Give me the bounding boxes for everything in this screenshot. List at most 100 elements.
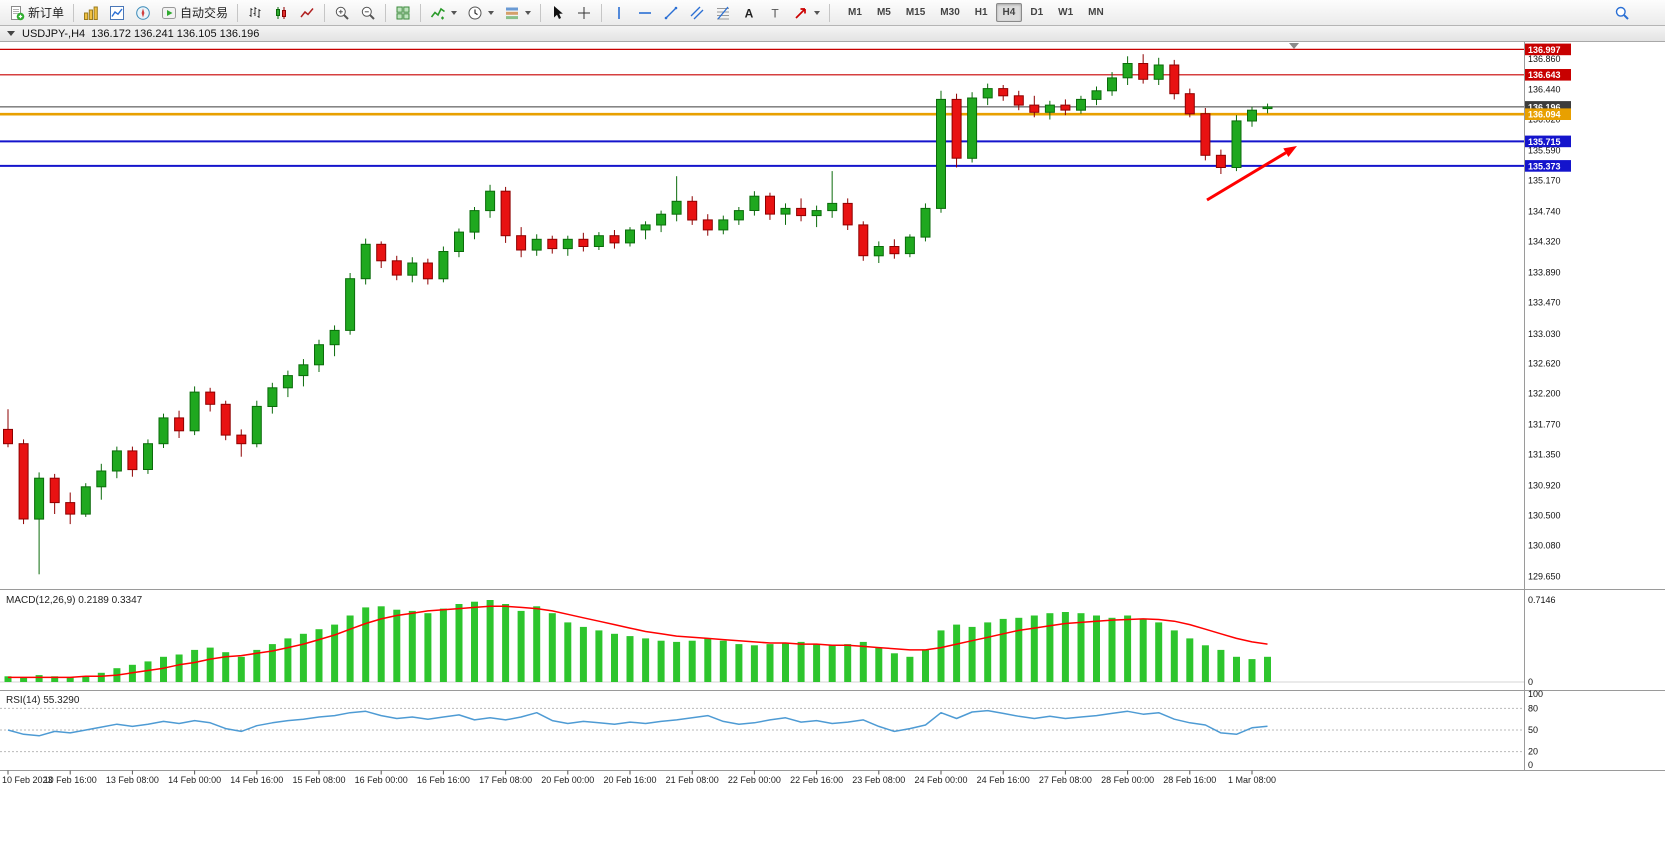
fibonacci-button[interactable] (711, 2, 735, 24)
timeframe-h4-button[interactable]: H4 (995, 3, 1023, 22)
timeframe-d1-button[interactable]: D1 (1030, 7, 1044, 18)
timeframe-w1-button[interactable]: W1 (1058, 7, 1074, 18)
macd-label: MACD(12,26,9) 0.2189 0.3347 (6, 595, 143, 606)
arrow-annotation[interactable] (1206, 146, 1297, 202)
candlestick-type-button[interactable] (269, 2, 293, 24)
text-button[interactable]: A (737, 2, 761, 24)
svg-text:130.920: 130.920 (1528, 480, 1561, 490)
candle-body (485, 190, 496, 212)
text-icon: A (745, 6, 754, 20)
cursor-button[interactable] (546, 2, 570, 24)
indicators-button[interactable] (426, 2, 461, 24)
dropdown-caret (488, 10, 495, 15)
label-button[interactable]: T (763, 2, 787, 24)
candle-body (858, 224, 869, 257)
svg-text:131.770: 131.770 (1528, 419, 1561, 429)
svg-text:10 Feb 2023: 10 Feb 2023 (2, 775, 53, 785)
bar-chart-type-button[interactable] (243, 2, 267, 24)
candle-body (811, 210, 822, 217)
svg-text:129.650: 129.650 (1528, 572, 1561, 582)
candle-body (438, 251, 449, 280)
svg-text:10 Feb 16:00: 10 Feb 16:00 (44, 775, 97, 785)
tile-windows-button[interactable] (391, 2, 415, 24)
candle-body (1153, 64, 1164, 80)
price-tag-136.196: 136.196 (1525, 101, 1571, 113)
candle-body (3, 428, 13, 445)
zoom-in-button[interactable] (330, 2, 354, 24)
candle-body (578, 238, 589, 248)
chart-shift-marker[interactable] (1289, 43, 1299, 49)
svg-text:15 Feb 08:00: 15 Feb 08:00 (292, 775, 345, 785)
equidistant-channel-button[interactable] (685, 2, 709, 24)
candle-body (547, 238, 558, 250)
svg-text:135.715: 135.715 (1528, 137, 1561, 147)
candle-body (842, 202, 853, 226)
timeframe-h1-button[interactable]: H1 (974, 7, 988, 18)
svg-text:16 Feb 00:00: 16 Feb 00:00 (355, 775, 408, 785)
chart-symbol-period[interactable]: USDJPY-,H4 (22, 27, 86, 40)
crosshair-icon (578, 6, 591, 19)
one-click-trading-icon[interactable] (7, 31, 15, 36)
svg-text:T: T (771, 6, 779, 20)
dropdown-caret (525, 10, 532, 15)
tile-windows-icon (396, 6, 410, 19)
charts-button[interactable] (79, 2, 103, 24)
auto-trading-label: 自动交易 (180, 6, 229, 20)
new-order-button[interactable]: 新订单 (5, 2, 68, 24)
auto-trading-button[interactable]: 自动交易 (157, 2, 232, 24)
label-icon: T (771, 6, 779, 20)
candle-body (236, 434, 247, 445)
price-tag-136.643: 136.643 (1525, 69, 1571, 81)
arrows-button[interactable] (789, 2, 824, 24)
candle-body (516, 235, 527, 251)
price-tag-136.094: 136.094 (1525, 108, 1571, 120)
timeframe-m1-button[interactable]: M1 (848, 7, 862, 18)
candle-body (1044, 104, 1055, 113)
candle-body (314, 344, 324, 366)
timeframe-mn-button[interactable]: MN (1088, 7, 1104, 18)
periods-button[interactable] (463, 2, 498, 24)
rsi-axis-label: 0 (1528, 760, 1533, 770)
dropdown-caret (451, 10, 458, 15)
market-watch-button[interactable] (105, 2, 129, 24)
navigator-button[interactable] (131, 2, 155, 24)
candle-body (873, 246, 884, 257)
timeframe-m5-button[interactable]: M5 (876, 7, 891, 18)
candle-body (1076, 98, 1086, 111)
svg-text:22 Feb 00:00: 22 Feb 00:00 (728, 775, 781, 785)
candle-body (593, 235, 604, 247)
svg-text:132.620: 132.620 (1528, 358, 1561, 368)
svg-text:136.997: 136.997 (1528, 45, 1561, 55)
templates-button[interactable] (500, 2, 535, 24)
timeframe-m30-button[interactable]: M30 (940, 7, 960, 18)
svg-text:133.890: 133.890 (1528, 267, 1561, 277)
candle-body (702, 219, 713, 231)
macd-axis-min: 0 (1528, 677, 1533, 687)
crosshair-button[interactable] (572, 2, 596, 24)
horizontal-line-button[interactable] (633, 2, 657, 24)
candle-body (656, 213, 667, 226)
search-button[interactable] (1610, 2, 1634, 24)
candle-body (609, 235, 620, 244)
candle-body (1200, 113, 1211, 156)
trendline-icon (664, 6, 678, 19)
timeframe-m15-button[interactable]: M15 (905, 7, 926, 18)
separator (237, 3, 239, 22)
svg-text:136.860: 136.860 (1528, 54, 1561, 64)
candle-body (174, 417, 185, 432)
candle-body (1262, 106, 1273, 110)
dropdown-caret (814, 10, 821, 15)
trendline-button[interactable] (659, 2, 683, 24)
vertical-line-button[interactable] (607, 2, 631, 24)
separator (540, 3, 542, 22)
candle-body (687, 200, 698, 221)
svg-text:17 Feb 08:00: 17 Feb 08:00 (479, 775, 532, 785)
candle-body (982, 88, 993, 99)
chart-canvas[interactable]: 136.860136.440136.020135.590135.170134.7… (0, 42, 1665, 841)
candle-body (1138, 63, 1149, 80)
zoom-out-button[interactable] (356, 2, 380, 24)
line-chart-type-button[interactable] (295, 2, 319, 24)
candle-body (111, 450, 122, 472)
candle-body (158, 417, 169, 445)
